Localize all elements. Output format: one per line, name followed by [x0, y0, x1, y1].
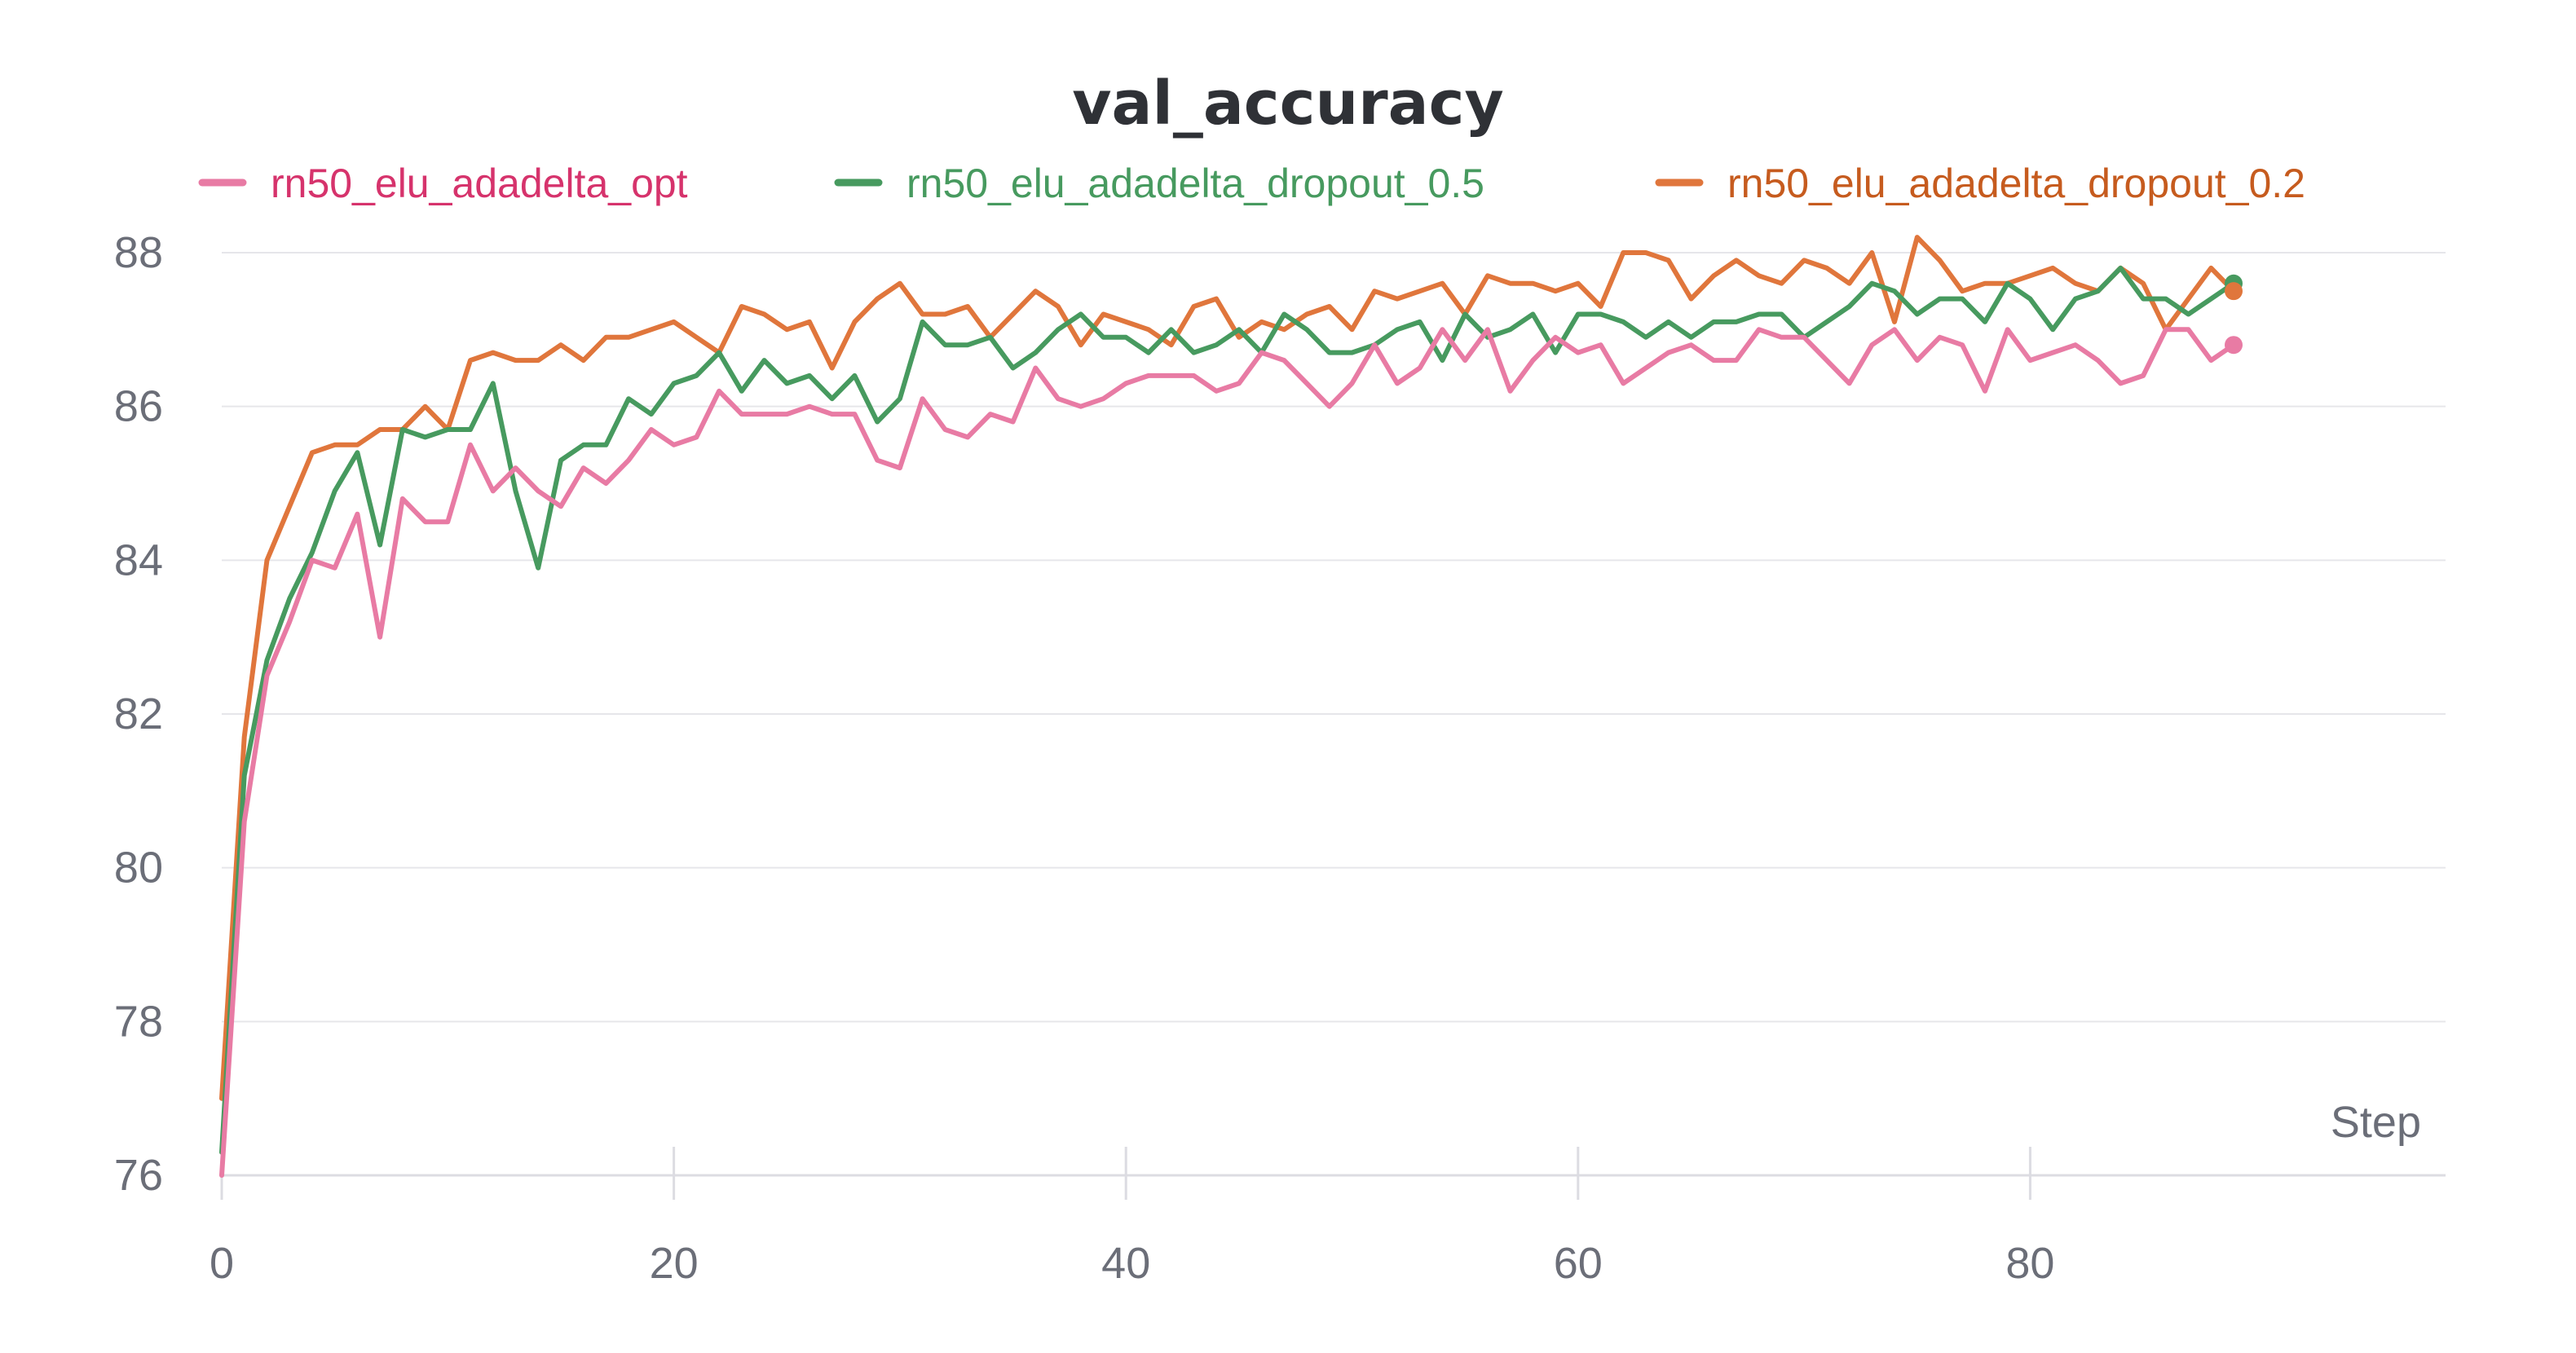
- x-tick-label: 20: [650, 1239, 699, 1288]
- x-tick-label: 60: [1554, 1239, 1603, 1288]
- series-endpoint-dot: [2225, 336, 2243, 355]
- series-line: [219, 327, 2236, 1178]
- y-tick-label: 88: [114, 228, 163, 277]
- legend: rn50_elu_adadelta_opt rn50_elu_adadelta_d…: [198, 161, 2305, 206]
- legend-label: rn50_elu_adadelta_dropout_0.2: [1727, 161, 2305, 206]
- series-endpoint-dot: [2225, 282, 2243, 301]
- series-endpoints: [2225, 274, 2243, 355]
- x-axis-label: Step: [2331, 1098, 2421, 1147]
- y-tick-label: 86: [114, 382, 163, 431]
- y-tick-label: 78: [114, 997, 163, 1046]
- legend-item: rn50_elu_adadelta_dropout_0.5: [834, 161, 1484, 206]
- x-tick-label: 0: [210, 1239, 234, 1288]
- series-line: [219, 235, 2236, 1101]
- legend-item: rn50_elu_adadelta_opt: [198, 161, 688, 206]
- x-axis-ticks: 0 20 40 60 80: [210, 1147, 2054, 1288]
- legend-label: rn50_elu_adadelta_dropout_0.5: [906, 161, 1484, 206]
- legend-item: rn50_elu_adadelta_dropout_0.2: [1655, 161, 2305, 206]
- y-tick-label: 84: [114, 535, 163, 584]
- grid-lines: [222, 252, 2446, 1023]
- y-tick-label: 80: [114, 844, 163, 892]
- series-lines: [219, 235, 2236, 1178]
- series-line: [219, 265, 2236, 1155]
- y-tick-label: 76: [114, 1151, 163, 1200]
- y-tick-label: 82: [114, 690, 163, 738]
- x-tick-label: 80: [2005, 1239, 2054, 1288]
- legend-label: rn50_elu_adadelta_opt: [271, 161, 688, 206]
- y-axis-ticks: 76 78 80 82 84 86 88: [114, 228, 163, 1200]
- x-tick-label: 40: [1101, 1239, 1150, 1288]
- chart-title: val_accuracy: [1072, 68, 1503, 139]
